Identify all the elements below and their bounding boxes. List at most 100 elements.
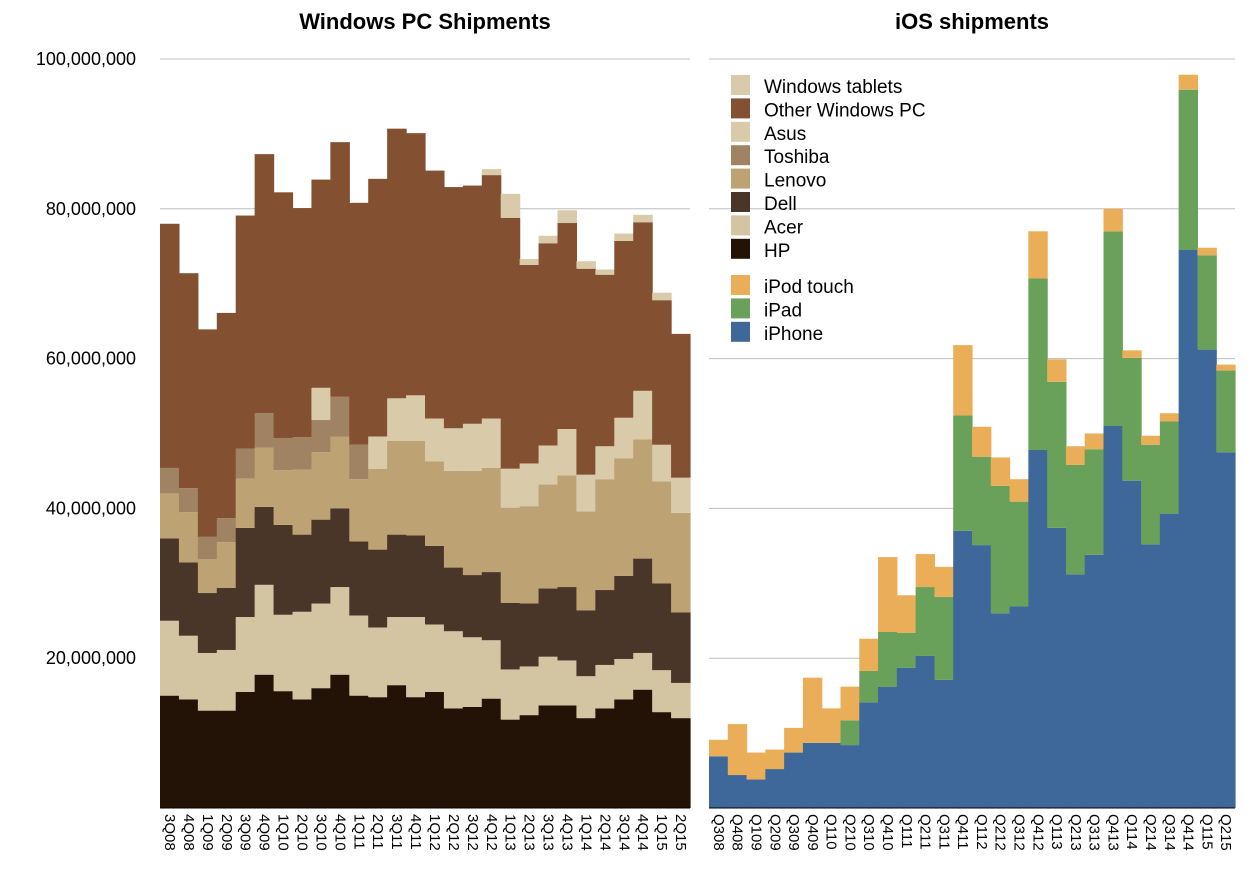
windows-bar-hp <box>387 685 407 808</box>
ios-bar-iphone <box>1178 250 1199 808</box>
windows-bar-lenovo <box>671 512 691 613</box>
y-tick-label: 20,000,000 <box>46 648 136 668</box>
windows-bar-dell <box>387 534 407 618</box>
legend-swatch <box>731 98 750 119</box>
windows-bar-dell <box>443 567 464 632</box>
windows-bar-acer <box>595 664 615 709</box>
ios-bar-ipad <box>915 587 936 656</box>
ios-bar-iphone <box>859 702 879 808</box>
ios-x-tick-label: Q313 <box>1086 814 1103 851</box>
legend-label: Toshiba <box>764 147 830 168</box>
windows-bar-dell <box>462 575 483 638</box>
ios-bar-ipad <box>1159 421 1180 514</box>
ios-bar-iphone <box>727 775 748 808</box>
ios-bar-ipod-touch <box>878 557 898 632</box>
ios-x-tick-label: Q214 <box>1142 814 1159 851</box>
windows-bar-asus <box>425 418 445 462</box>
windows-bar-other-windows-pc <box>462 185 483 424</box>
windows-bar-windows-tablets <box>633 214 653 223</box>
ios-bar-ipod-touch <box>896 595 917 633</box>
ios-bar-ipad <box>934 596 954 680</box>
ios-bar-ipad <box>1141 444 1161 545</box>
ios-x-tick-label: Q211 <box>917 814 934 850</box>
windows-x-tick-label: 2Q11 <box>369 814 386 850</box>
windows-bar-acer <box>254 584 275 675</box>
ios-x-tick-label: Q112 <box>973 814 990 850</box>
windows-bar-hp <box>216 710 237 808</box>
windows-bar-other-windows-pc <box>368 178 388 437</box>
legend-swatch <box>731 121 750 142</box>
ios-bar-ipod-touch <box>1103 208 1123 232</box>
y-tick-label: 80,000,000 <box>46 199 136 219</box>
windows-x-tick-label: 3Q13 <box>540 814 557 851</box>
windows-bar-hp <box>443 708 464 808</box>
windows-bar-asus <box>557 429 578 476</box>
windows-bar-lenovo <box>254 447 275 507</box>
ios-bar-ipad <box>1122 357 1142 481</box>
windows-x-tick-label: 3Q09 <box>237 814 254 851</box>
ios-bar-iphone <box>746 779 766 808</box>
windows-bar-lenovo <box>273 470 294 525</box>
windows-bar-asus <box>595 446 615 480</box>
ios-bar-iphone <box>953 530 973 808</box>
windows-x-tick-label: 3Q14 <box>615 814 632 851</box>
windows-bar-acer <box>500 669 521 720</box>
windows-bar-windows-tablets <box>519 258 540 265</box>
ios-bar-ipad <box>972 456 992 546</box>
windows-bar-acer <box>443 631 464 709</box>
legend-label: Dell <box>764 194 797 215</box>
windows-x-tick-label: 1Q15 <box>653 814 670 851</box>
windows-bar-hp <box>462 706 483 808</box>
windows-bar-windows-tablets <box>557 210 578 224</box>
windows-bar-lenovo <box>595 479 615 591</box>
legend-label: iPad <box>764 300 802 321</box>
windows-bar-asus <box>481 418 502 468</box>
ios-x-tick-label: Q310 <box>860 814 877 851</box>
windows-bar-asus <box>311 387 331 421</box>
ios-bar-ipad <box>990 485 1011 614</box>
ios-x-tick-label: Q209 <box>766 814 783 851</box>
ios-x-tick-label: Q412 <box>1029 814 1046 851</box>
windows-bar-lenovo <box>330 436 350 509</box>
windows-bar-acer <box>614 658 634 700</box>
windows-bar-hp <box>576 718 596 808</box>
ios-x-tick-label: Q212 <box>992 814 1009 851</box>
windows-bar-dell <box>652 583 672 671</box>
windows-bar-other-windows-pc <box>538 243 559 446</box>
windows-bar-asus <box>406 395 426 441</box>
windows-x-tick-label: 3Q11 <box>388 814 405 850</box>
windows-bar-asus <box>519 463 540 507</box>
windows-bar-acer <box>368 627 388 698</box>
ios-bar-ipod-touch <box>784 727 804 753</box>
windows-bar-dell <box>614 575 634 659</box>
windows-bar-acer <box>557 660 578 706</box>
windows-bar-other-windows-pc <box>500 217 521 469</box>
ios-bar-ipad <box>1009 501 1029 607</box>
ios-x-tick-label: Q410 <box>879 814 896 851</box>
windows-bar-dell <box>481 572 502 641</box>
windows-bar-lenovo <box>481 467 502 573</box>
windows-bar-acer <box>273 614 294 692</box>
legend-swatch <box>731 321 750 342</box>
windows-bar-acer <box>481 640 502 699</box>
windows-bar-acer <box>633 652 653 690</box>
windows-bar-hp <box>273 691 294 808</box>
windows-bar-other-windows-pc <box>273 192 294 438</box>
legend-label: Windows tablets <box>764 77 902 98</box>
windows-x-tick-label: 1Q09 <box>199 814 216 851</box>
windows-bar-hp <box>197 710 218 808</box>
windows-bar-lenovo <box>235 478 256 528</box>
windows-bar-acer <box>197 652 218 711</box>
windows-chart-title: Windows PC Shipments <box>299 9 551 34</box>
ios-bar-ipod-touch <box>1009 479 1029 502</box>
ios-bar-iphone <box>1141 544 1161 808</box>
windows-bar-hp <box>368 697 388 808</box>
ios-bar-ipod-touch <box>1197 247 1217 256</box>
windows-bar-dell <box>235 527 256 617</box>
windows-x-tick-label: 1Q14 <box>577 814 594 851</box>
windows-bar-other-windows-pc <box>671 333 691 478</box>
windows-bar-lenovo <box>538 484 559 589</box>
windows-bar-hp <box>500 719 521 808</box>
windows-bar-asus <box>576 474 596 512</box>
y-tick-label: 100,000,000 <box>36 49 136 69</box>
